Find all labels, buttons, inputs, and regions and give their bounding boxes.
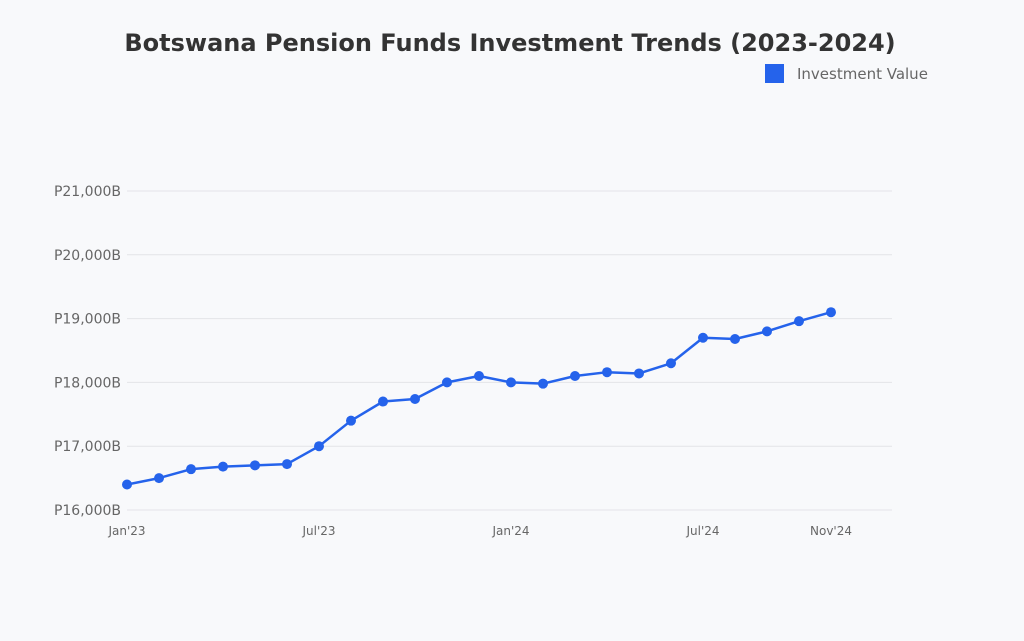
x-tick-label: Jul'23	[301, 524, 335, 538]
y-tick-label: P18,000B	[54, 375, 121, 391]
data-point[interactable]	[378, 396, 388, 407]
chart-title: Botswana Pension Funds Investment Trends…	[124, 29, 895, 57]
y-tick-label: P19,000B	[54, 312, 121, 328]
gridlines	[127, 190, 892, 511]
x-tick-label: Jul'24	[685, 524, 719, 538]
data-point[interactable]	[250, 460, 260, 471]
data-point[interactable]	[218, 461, 228, 472]
data-point[interactable]	[634, 368, 644, 379]
x-tick-label: Jan'23	[107, 524, 145, 538]
data-point[interactable]	[442, 377, 452, 388]
data-point[interactable]	[602, 367, 612, 378]
y-tick-label: P17,000B	[54, 439, 121, 455]
data-point[interactable]	[474, 371, 484, 382]
x-axis: Jan'23 Jul'23 Jan'24 Jul'24 Nov'24	[107, 524, 852, 538]
data-point[interactable]	[506, 377, 516, 388]
data-point[interactable]	[730, 334, 740, 345]
data-point[interactable]	[762, 326, 772, 337]
y-tick-label: P21,000B	[54, 184, 121, 200]
data-point[interactable]	[538, 378, 548, 389]
legend-swatch	[765, 64, 784, 83]
data-point[interactable]	[698, 332, 708, 343]
x-tick-label: Jan'24	[491, 524, 529, 538]
legend[interactable]: Investment Value	[765, 64, 928, 83]
data-point[interactable]	[154, 473, 164, 484]
y-tick-label: P20,000B	[54, 248, 121, 264]
series-line	[125, 310, 833, 486]
data-point[interactable]	[410, 393, 420, 404]
y-axis: P16,000B P17,000B P18,000B P19,000B P20,000B…	[54, 184, 121, 519]
y-tick-label: P16,000B	[54, 503, 121, 519]
data-point[interactable]	[186, 464, 196, 475]
data-point[interactable]	[314, 441, 324, 452]
series	[122, 307, 836, 490]
data-point[interactable]	[570, 371, 580, 382]
legend-label: Investment Value	[797, 65, 928, 83]
data-point[interactable]	[346, 415, 356, 426]
x-tick-label: Nov'24	[810, 524, 852, 538]
data-point[interactable]	[666, 358, 676, 369]
data-point[interactable]	[794, 316, 804, 327]
data-point[interactable]	[826, 307, 836, 318]
data-point[interactable]	[122, 479, 132, 490]
data-point[interactable]	[282, 459, 292, 470]
